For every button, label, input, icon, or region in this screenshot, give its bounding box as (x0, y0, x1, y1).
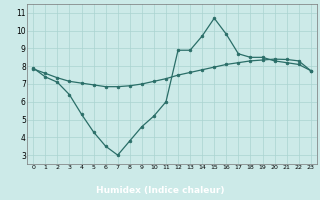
Text: Humidex (Indice chaleur): Humidex (Indice chaleur) (96, 186, 224, 195)
